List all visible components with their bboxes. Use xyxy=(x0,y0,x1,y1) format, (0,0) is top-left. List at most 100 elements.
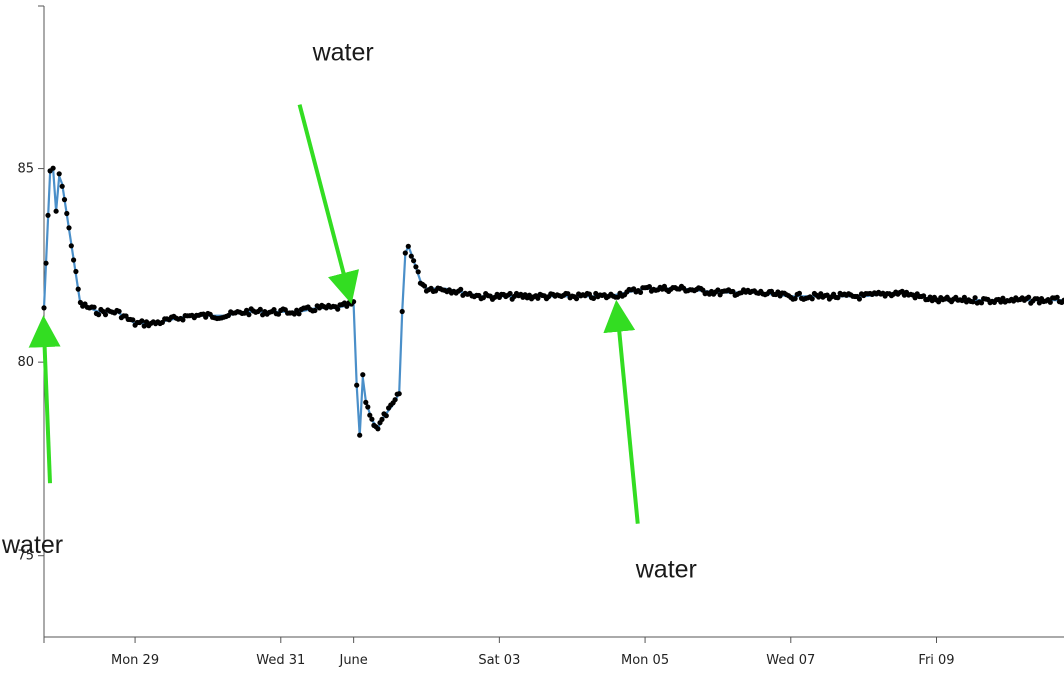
data-point xyxy=(775,289,781,295)
data-point xyxy=(351,299,357,305)
y-tick-label: 75 xyxy=(17,549,34,564)
data-point xyxy=(961,294,968,300)
annotation-label: water xyxy=(1,531,63,559)
data-point xyxy=(64,210,70,217)
data-point xyxy=(480,295,486,301)
data-point xyxy=(180,317,186,323)
x-tick-label: Fri 09 xyxy=(918,653,954,668)
data-point xyxy=(53,208,59,214)
data-point xyxy=(921,293,927,299)
data-point xyxy=(573,296,580,302)
data-point xyxy=(408,253,414,259)
data-point xyxy=(402,250,408,256)
data-point xyxy=(535,295,541,301)
data-point xyxy=(646,284,653,290)
annotation-label: water xyxy=(635,556,697,584)
data-point xyxy=(972,295,978,301)
data-point xyxy=(354,382,360,388)
data-point xyxy=(45,212,51,218)
data-point xyxy=(246,312,252,318)
data-point xyxy=(367,412,373,418)
data-point xyxy=(1036,300,1042,306)
y-tick-label: 80 xyxy=(17,355,34,370)
data-point xyxy=(415,269,421,275)
data-point xyxy=(141,323,147,329)
data-point xyxy=(143,319,150,325)
data-point xyxy=(591,295,597,301)
data-point xyxy=(379,416,385,422)
data-point xyxy=(91,304,97,310)
series-line xyxy=(42,167,1064,437)
data-point xyxy=(399,308,405,315)
data-point xyxy=(1000,295,1006,301)
data-point xyxy=(912,295,918,301)
x-tick-label: Mon 05 xyxy=(621,653,669,668)
data-point xyxy=(43,260,49,266)
data-point xyxy=(405,243,411,249)
data-point xyxy=(344,303,350,309)
data-point xyxy=(396,391,402,397)
data-point xyxy=(291,311,297,317)
data-point xyxy=(835,295,841,301)
data-point xyxy=(411,258,417,264)
data-point xyxy=(730,288,736,295)
annotation-label: water xyxy=(312,39,374,67)
data-point xyxy=(102,312,109,318)
data-point xyxy=(936,299,942,305)
data-point xyxy=(56,171,62,177)
data-point xyxy=(565,291,571,297)
data-point xyxy=(357,432,363,438)
x-tick-label: Wed 07 xyxy=(766,653,815,668)
data-point xyxy=(66,225,72,231)
data-point xyxy=(244,307,250,313)
data-point xyxy=(1061,297,1064,303)
annotation-3: water xyxy=(603,299,697,584)
data-point xyxy=(59,183,65,189)
data-point xyxy=(1026,294,1032,300)
data-point xyxy=(375,426,381,432)
data-point xyxy=(1034,296,1040,302)
data-point xyxy=(365,404,371,410)
data-point xyxy=(50,165,56,171)
data-point xyxy=(296,311,302,317)
data-point xyxy=(796,290,803,296)
data-point xyxy=(68,243,74,249)
data-point xyxy=(970,299,976,305)
y-tick-label: 85 xyxy=(17,162,34,177)
data-point xyxy=(507,290,513,297)
annotation-2: water xyxy=(297,39,374,305)
x-tick-label: Wed 31 xyxy=(256,653,305,668)
data-point xyxy=(458,286,464,292)
annotation-1: water xyxy=(1,315,63,559)
data-point xyxy=(312,307,318,314)
data-point xyxy=(41,305,47,311)
data-point xyxy=(130,317,136,323)
x-tick-label: Sat 03 xyxy=(478,653,520,668)
data-point xyxy=(116,308,122,314)
data-point xyxy=(1054,294,1060,300)
annotation-arrow xyxy=(603,299,640,524)
data-point xyxy=(75,286,81,292)
data-point xyxy=(360,372,366,378)
data-point xyxy=(413,264,419,270)
data-point xyxy=(383,413,389,419)
x-tick-label: June xyxy=(338,653,367,668)
data-point xyxy=(824,292,830,298)
data-point xyxy=(275,311,282,317)
data-point xyxy=(615,294,621,300)
data-point xyxy=(96,312,102,318)
series-layer xyxy=(41,165,1064,438)
data-point xyxy=(1047,299,1053,305)
axes: 75 80 85 Mon 29 Wed 31 June Sat 03 Mon 05 Wed 07… xyxy=(17,5,1064,668)
x-tick-label: Mon 29 xyxy=(111,653,159,668)
data-point xyxy=(715,287,721,293)
data-point xyxy=(363,399,369,405)
data-point xyxy=(998,299,1004,305)
data-point xyxy=(271,307,277,313)
data-point xyxy=(792,296,798,302)
data-point xyxy=(257,306,263,312)
annotation-layer: water water water xyxy=(1,39,697,584)
data-point xyxy=(71,257,77,263)
annotation-arrow xyxy=(297,104,360,305)
